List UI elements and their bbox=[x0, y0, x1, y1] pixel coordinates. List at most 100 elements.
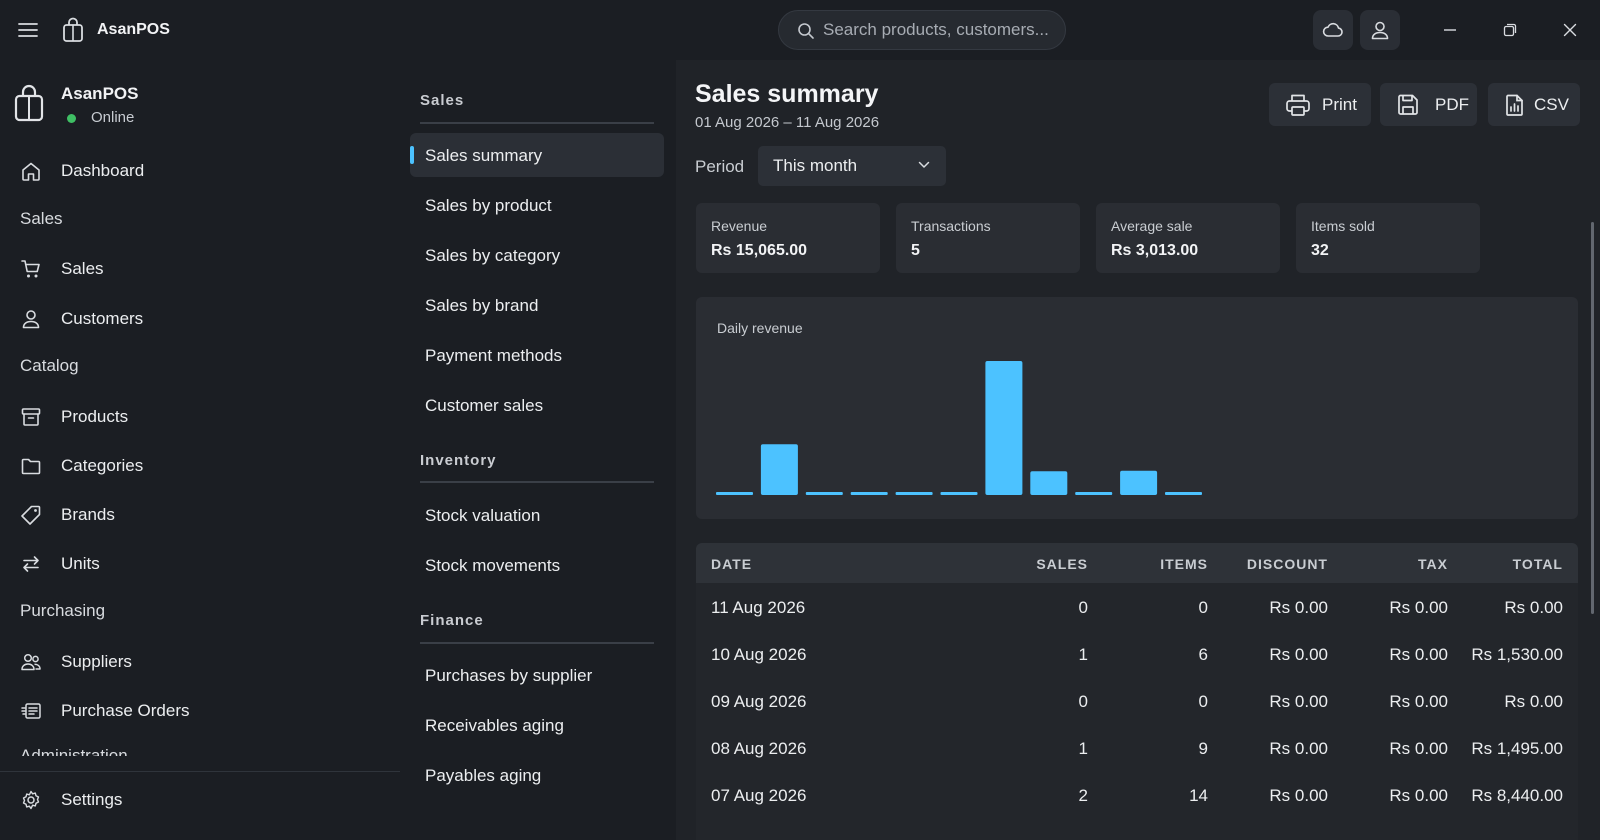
sidebar-item-units[interactable]: Units bbox=[8, 544, 388, 584]
report-item-purchases-by-supplier[interactable]: Purchases by supplier bbox=[410, 653, 664, 697]
table-header: DATE SALES ITEMS DISCOUNT TAX TOTAL bbox=[696, 543, 1578, 583]
swap-arrows-icon bbox=[23, 556, 39, 572]
close-icon[interactable] bbox=[1555, 15, 1585, 45]
report-item-label: Sales by product bbox=[425, 196, 552, 215]
csv-button[interactable]: CSV bbox=[1488, 83, 1580, 126]
stat-label: Transactions bbox=[911, 218, 991, 234]
sidebar-item-customers[interactable]: Customers bbox=[8, 299, 388, 339]
cell-total: Rs 1,530.00 bbox=[1471, 645, 1563, 664]
cell-discount: Rs 0.00 bbox=[1269, 598, 1328, 617]
report-section-finance: Finance bbox=[420, 612, 484, 629]
cell-sales: 1 bbox=[1078, 739, 1088, 758]
folder-icon bbox=[21, 458, 41, 475]
cell-total: Rs 1,495.00 bbox=[1471, 739, 1563, 758]
cell-discount: Rs 0.00 bbox=[1269, 739, 1328, 758]
divider bbox=[420, 122, 654, 124]
minimize-icon[interactable] bbox=[1435, 15, 1465, 45]
report-item-receivables-aging[interactable]: Receivables aging bbox=[410, 703, 664, 747]
column-header-tax[interactable]: TAX bbox=[1418, 556, 1448, 572]
sidebar-item-label: Dashboard bbox=[61, 161, 145, 180]
print-button[interactable]: Print bbox=[1269, 83, 1371, 126]
table-row[interactable]: 08 Aug 2026 1 9 Rs 0.00 Rs 0.00 Rs 1,495.00 bbox=[696, 724, 1578, 771]
purchase-order-icon bbox=[21, 703, 41, 719]
cell-date: 07 Aug 2026 bbox=[711, 786, 807, 805]
bar-07-aug-2026[interactable] bbox=[985, 361, 1023, 495]
sidebar-item-dashboard[interactable]: Dashboard bbox=[8, 151, 388, 191]
period-dropdown[interactable]: This month bbox=[758, 146, 946, 186]
bar-10-aug-2026[interactable] bbox=[1120, 470, 1158, 495]
bar-04-aug-2026[interactable] bbox=[850, 492, 888, 495]
cell-sales: 0 bbox=[1078, 598, 1088, 617]
sidebar-item-categories[interactable]: Categories bbox=[8, 446, 388, 486]
report-item-payment-methods[interactable]: Payment methods bbox=[410, 333, 664, 377]
bar-11-aug-2026[interactable] bbox=[1165, 492, 1202, 495]
report-item-stock-valuation[interactable]: Stock valuation bbox=[410, 493, 664, 537]
bar-03-aug-2026[interactable] bbox=[805, 492, 843, 495]
column-header-date[interactable]: DATE bbox=[711, 556, 753, 572]
sync-button[interactable] bbox=[1313, 10, 1353, 50]
cell-discount: Rs 0.00 bbox=[1269, 786, 1328, 805]
sidebar-item-sales[interactable]: Sales bbox=[8, 249, 388, 289]
report-item-label: Payables aging bbox=[425, 766, 542, 785]
cell-date: 08 Aug 2026 bbox=[711, 739, 807, 758]
cell-total: Rs 8,440.00 bbox=[1471, 786, 1563, 805]
report-item-sales-by-category[interactable]: Sales by category bbox=[410, 233, 664, 277]
sidebar-item-label: Categories bbox=[61, 456, 144, 475]
cell-tax: Rs 0.00 bbox=[1389, 692, 1448, 711]
table-row[interactable]: 11 Aug 2026 0 0 Rs 0.00 Rs 0.00 Rs 0.00 bbox=[696, 583, 1578, 630]
people-icon bbox=[21, 653, 41, 671]
stat-value: Rs 3,013.00 bbox=[1111, 242, 1199, 259]
cell-total: Rs 0.00 bbox=[1504, 598, 1563, 617]
sidebar-item-purchase-orders[interactable]: Purchase Orders bbox=[8, 691, 388, 731]
bar-02-aug-2026[interactable] bbox=[760, 444, 798, 495]
sidebar-item-products[interactable]: Products bbox=[8, 397, 388, 437]
printer-icon bbox=[1286, 94, 1310, 116]
bar-chart bbox=[716, 361, 1202, 495]
sidebar-section-sales: Sales bbox=[20, 209, 63, 228]
sidebar-divider bbox=[0, 771, 400, 772]
column-header-discount[interactable]: DISCOUNT bbox=[1246, 556, 1328, 572]
connection-status: Online bbox=[91, 109, 135, 126]
bar-08-aug-2026[interactable] bbox=[1030, 471, 1068, 495]
column-header-total[interactable]: TOTAL bbox=[1512, 556, 1563, 572]
cell-items: 6 bbox=[1198, 645, 1208, 664]
cell-tax: Rs 0.00 bbox=[1389, 645, 1448, 664]
sidebar-item-suppliers[interactable]: Suppliers bbox=[8, 642, 388, 682]
hamburger-icon[interactable] bbox=[16, 18, 40, 42]
report-item-label: Receivables aging bbox=[425, 716, 564, 735]
report-item-payables-aging[interactable]: Payables aging bbox=[410, 753, 664, 797]
sidebar-section-catalog: Catalog bbox=[20, 356, 79, 375]
bar-09-aug-2026[interactable] bbox=[1075, 492, 1113, 495]
sidebar-item-brands[interactable]: Brands bbox=[8, 495, 388, 535]
sidebar-item-label: Suppliers bbox=[61, 652, 132, 671]
bar-01-aug-2026[interactable] bbox=[716, 492, 753, 495]
print-label: Print bbox=[1322, 95, 1357, 114]
sidebar-item-settings[interactable]: Settings bbox=[8, 780, 388, 820]
stat-label: Revenue bbox=[711, 218, 768, 234]
report-item-stock-movements[interactable]: Stock movements bbox=[410, 543, 664, 587]
pdf-button[interactable]: PDF bbox=[1380, 83, 1477, 126]
column-header-items[interactable]: ITEMS bbox=[1160, 556, 1208, 572]
search-input[interactable] bbox=[823, 11, 1059, 49]
report-item-sales-by-product[interactable]: Sales by product bbox=[410, 183, 664, 227]
report-item-label: Stock movements bbox=[425, 556, 561, 575]
report-item-sales-summary[interactable]: Sales summary bbox=[410, 133, 664, 177]
restore-icon[interactable] bbox=[1495, 15, 1525, 45]
search-box[interactable] bbox=[778, 10, 1066, 50]
sidebar-item-label: Units bbox=[61, 554, 100, 573]
table-row[interactable]: 09 Aug 2026 0 0 Rs 0.00 Rs 0.00 Rs 0.00 bbox=[696, 677, 1578, 724]
report-item-customer-sales[interactable]: Customer sales bbox=[410, 383, 664, 427]
column-header-sales[interactable]: SALES bbox=[1036, 556, 1088, 572]
save-disk-icon bbox=[1398, 94, 1418, 115]
bag-icon bbox=[14, 84, 44, 122]
report-item-sales-by-brand[interactable]: Sales by brand bbox=[410, 283, 664, 327]
cell-items: 0 bbox=[1198, 692, 1208, 711]
bar-05-aug-2026[interactable] bbox=[895, 492, 933, 495]
scrollbar[interactable] bbox=[1591, 222, 1594, 614]
account-button[interactable] bbox=[1360, 10, 1400, 50]
cell-tax: Rs 0.00 bbox=[1389, 739, 1448, 758]
cart-icon bbox=[21, 260, 40, 278]
table-row[interactable]: 10 Aug 2026 1 6 Rs 0.00 Rs 0.00 Rs 1,530.00 bbox=[696, 630, 1578, 677]
bar-06-aug-2026[interactable] bbox=[940, 492, 978, 495]
table-row[interactable]: 07 Aug 2026 2 14 Rs 0.00 Rs 0.00 Rs 8,440.00 bbox=[696, 771, 1578, 818]
